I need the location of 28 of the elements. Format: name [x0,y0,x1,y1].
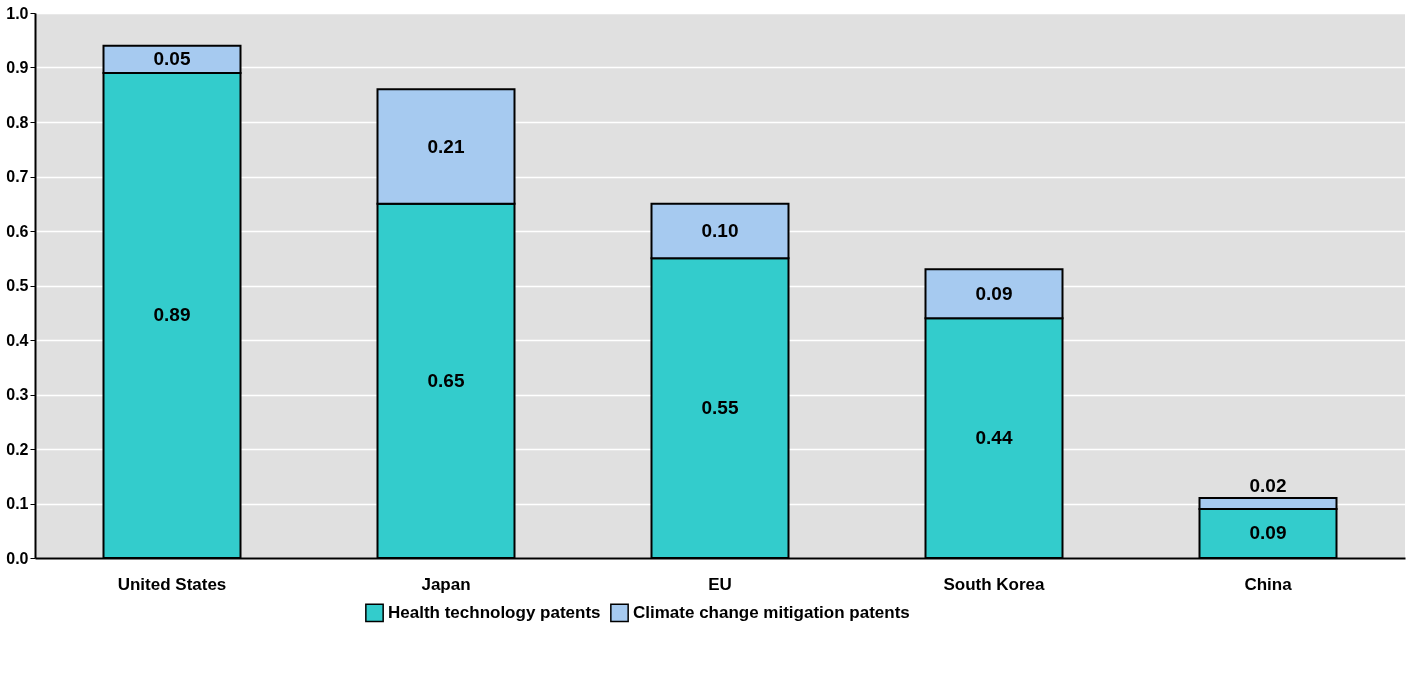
y-tick-label: 0.1 [6,495,29,512]
y-tick-label: 0.3 [6,386,29,403]
x-tick-label: South Korea [943,574,1046,594]
data-label: 0.65 [427,369,465,391]
y-tick-label: 1.0 [6,4,29,22]
x-tick-label: Japan [421,574,471,594]
x-tick-label: United States [117,574,227,594]
y-tick-label: 0.9 [6,59,29,76]
data-label: 0.44 [975,427,1013,449]
data-label: 0.02 [1249,475,1287,497]
x-tick-label: China [1244,574,1293,594]
y-tick-label: 0.0 [6,549,29,567]
data-label: 0.89 [153,304,191,326]
y-tick-label: 0.5 [6,277,29,294]
y-tick-label: 0.7 [6,168,29,185]
data-label: 0.10 [701,220,739,241]
data-label: 0.05 [153,48,191,70]
data-label: 0.09 [975,282,1013,304]
legend-label: Climate change mitigation patents [633,602,910,622]
data-label: 0.55 [701,397,739,419]
y-tick-label: 0.6 [6,222,29,240]
y-tick-label: 0.8 [6,113,29,131]
data-label: 0.21 [427,135,465,157]
data-label: 0.09 [1249,522,1287,544]
x-tick-label: EU [708,574,732,594]
y-tick-label: 0.2 [6,440,29,458]
y-tick-label: 0.4 [6,331,29,349]
legend-label: Health technology patents [388,602,601,622]
